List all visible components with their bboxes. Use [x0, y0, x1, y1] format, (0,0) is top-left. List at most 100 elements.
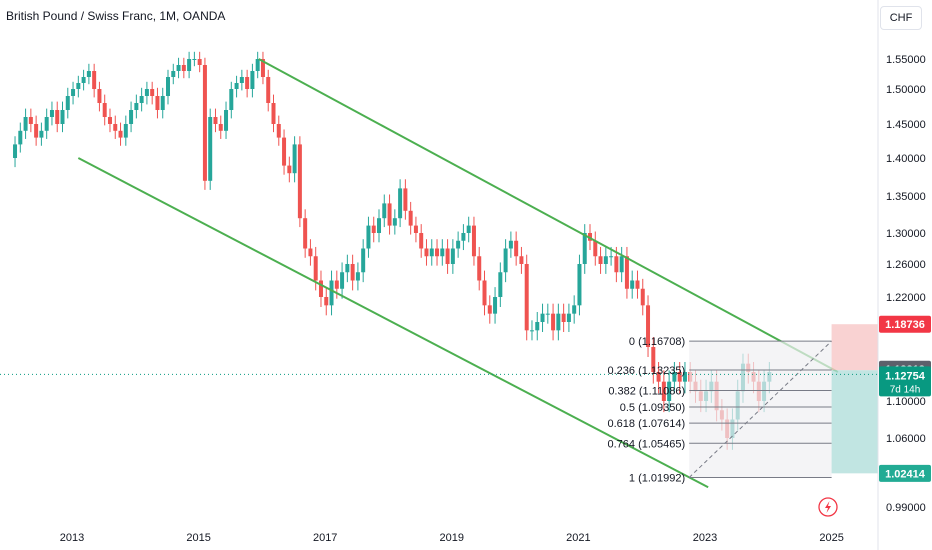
- price-tick-label: 1.35000: [886, 191, 926, 203]
- candle-body: [187, 59, 192, 71]
- candle-body: [529, 330, 534, 332]
- candle-body: [661, 381, 666, 401]
- candle-body: [345, 264, 350, 273]
- candle-body: [545, 313, 550, 315]
- candle-body: [493, 297, 498, 314]
- candle-body: [682, 372, 687, 382]
- candle-body: [234, 83, 239, 89]
- fib-level-label: 0.236 (1.13235): [608, 365, 686, 377]
- candle-body: [271, 103, 276, 124]
- candle-body: [34, 124, 39, 138]
- candle-body: [440, 248, 445, 257]
- candle-body: [266, 77, 271, 103]
- candle-body: [566, 313, 571, 322]
- price-axis: 1.55000 1.50000 1.45000 1.40000 1.35000 1.300…: [877, 0, 926, 550]
- candle-body: [150, 89, 155, 96]
- candle-body: [118, 130, 123, 138]
- chart-title: British Pound / Swiss Franc, 1M, OANDA: [6, 9, 226, 23]
- candle-body: [176, 65, 181, 71]
- candle-body: [551, 313, 556, 331]
- fib-level-label: 0.618 (1.07614): [608, 418, 686, 430]
- candle-body: [392, 218, 397, 226]
- candle-body: [603, 256, 608, 264]
- candle-body: [535, 322, 540, 331]
- currency-button[interactable]: CHF: [880, 6, 922, 30]
- target-price-badge: [879, 464, 931, 482]
- channel-upper-line[interactable]: [258, 58, 839, 373]
- candle-body: [166, 77, 171, 96]
- candle-body: [419, 233, 424, 249]
- candle-body: [355, 272, 360, 281]
- candle-body: [429, 248, 434, 257]
- candle-body: [229, 89, 234, 110]
- price-tick-label: 1.06000: [886, 433, 926, 445]
- candle-body: [65, 96, 70, 110]
- candle-body: [350, 264, 355, 281]
- time-tick-label: 2013: [60, 532, 84, 544]
- lightning-icon[interactable]: [818, 497, 838, 517]
- candle-body: [561, 313, 566, 322]
- candle-body: [413, 225, 418, 233]
- candle-body: [556, 313, 561, 331]
- stop-price-badge: [879, 315, 931, 333]
- candle-body: [519, 256, 524, 264]
- time-tick-label: 2017: [313, 532, 337, 544]
- time-tick-label: 2023: [693, 532, 717, 544]
- candle-body: [503, 248, 508, 273]
- candle-body: [55, 110, 60, 124]
- candle-body: [144, 89, 149, 96]
- candle-body: [13, 144, 18, 158]
- candle-body: [318, 280, 323, 297]
- trend-channel: [77, 58, 839, 489]
- candle-body: [39, 130, 44, 138]
- candle-body: [60, 110, 65, 124]
- candle-body: [76, 83, 81, 89]
- candle-body: [334, 280, 339, 289]
- candle-body: [514, 240, 519, 257]
- price-tick-label: 1.40000: [886, 153, 926, 165]
- fib-level-label: 1 (1.01992): [629, 473, 685, 485]
- candle-body: [324, 297, 329, 306]
- take-profit-zone[interactable]: [831, 370, 878, 474]
- candle-body: [123, 124, 128, 138]
- candle-body: [577, 264, 582, 306]
- target-price-badge-label: 1.02414: [885, 468, 926, 480]
- candle-body: [287, 165, 292, 174]
- stop-loss-zone[interactable]: [831, 324, 878, 371]
- candle-body: [667, 381, 672, 401]
- candle-body: [403, 188, 408, 211]
- bar-countdown-label: 7d 14h: [890, 384, 921, 395]
- candle-body: [614, 256, 619, 273]
- candle-body: [435, 248, 440, 257]
- candle-body: [245, 77, 250, 89]
- candle-body: [23, 117, 28, 131]
- candle-body: [598, 256, 603, 264]
- candle-body: [255, 59, 260, 71]
- current-price-badge: [879, 366, 931, 397]
- candle-body: [340, 272, 345, 289]
- candle-body: [239, 77, 244, 83]
- fib-level-label: 0.382 (1.11086): [608, 386, 685, 398]
- current-price-label: 1.12754: [885, 370, 926, 382]
- candle-body: [171, 71, 176, 77]
- candle-body: [297, 144, 302, 219]
- price-tick-label: 1.22000: [886, 292, 926, 304]
- candle-body: [630, 280, 635, 289]
- candle-body: [18, 130, 23, 145]
- time-tick-label: 2015: [186, 532, 210, 544]
- channel-lower-line[interactable]: [77, 157, 709, 489]
- fib-level-label: 0.5 (1.09350): [620, 402, 685, 414]
- candle-body: [424, 248, 429, 257]
- price-tick-label: 1.30000: [886, 228, 926, 240]
- candle-body: [387, 203, 392, 226]
- candle-body: [456, 240, 461, 249]
- candle-body: [361, 248, 366, 273]
- candle-body: [134, 103, 139, 110]
- candle-body: [282, 137, 287, 166]
- candle-body: [408, 210, 413, 226]
- candle-body: [635, 280, 640, 289]
- price-tick-label: 1.10000: [886, 396, 926, 408]
- candle-body: [651, 347, 656, 372]
- candle-body: [303, 218, 308, 249]
